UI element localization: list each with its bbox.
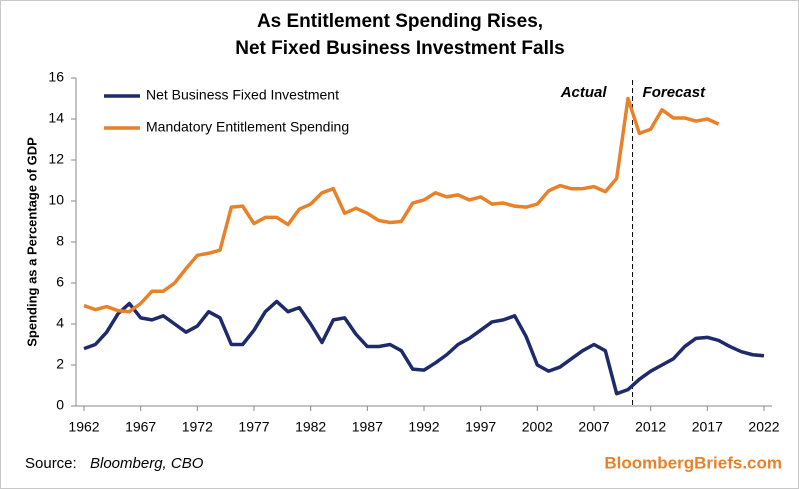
x-tick-label: 1962 xyxy=(68,419,99,435)
y-tick-label: 14 xyxy=(48,110,64,126)
x-tick-label: 1992 xyxy=(408,419,439,435)
x-tick-label: 1982 xyxy=(295,419,326,435)
x-tick-label: 2017 xyxy=(692,419,723,435)
source-label: Source: xyxy=(25,455,77,472)
x-tick-label: 1972 xyxy=(182,419,213,435)
series-line xyxy=(83,96,720,314)
x-tick-label: 1977 xyxy=(238,419,269,435)
y-tick-label: 4 xyxy=(56,315,64,331)
series-line xyxy=(83,299,765,396)
y-tick-label: 2 xyxy=(56,356,64,372)
y-tick-label: 10 xyxy=(48,192,64,208)
annotation: Forecast xyxy=(643,84,707,101)
x-tick-label: 1997 xyxy=(465,419,496,435)
y-tick-label: 12 xyxy=(48,151,64,167)
source: Bloomberg, CBO xyxy=(90,455,204,472)
legend-label: Net Business Fixed Investment xyxy=(146,87,339,103)
x-tick-label: 2012 xyxy=(635,419,666,435)
x-tick-label: 2022 xyxy=(748,419,779,435)
x-tick-label: 1967 xyxy=(125,419,156,435)
annotation: Actual xyxy=(560,84,608,101)
y-axis-label: Spending as a Percentage of GDP xyxy=(24,137,39,347)
chart-title: As Entitlement Spending Rises, xyxy=(257,11,543,32)
x-tick-label: 2002 xyxy=(522,419,553,435)
x-tick-label: 2007 xyxy=(578,419,609,435)
y-tick-label: 0 xyxy=(56,397,64,413)
y-tick-label: 8 xyxy=(56,233,64,249)
x-tick-label: 1987 xyxy=(352,419,383,435)
chart-title: Net Fixed Business Investment Falls xyxy=(235,38,564,59)
legend-label: Mandatory Entitlement Spending xyxy=(146,119,349,135)
y-tick-label: 6 xyxy=(56,274,64,290)
y-tick-label: 16 xyxy=(48,69,64,85)
credit: BloombergBriefs.com xyxy=(604,453,782,472)
